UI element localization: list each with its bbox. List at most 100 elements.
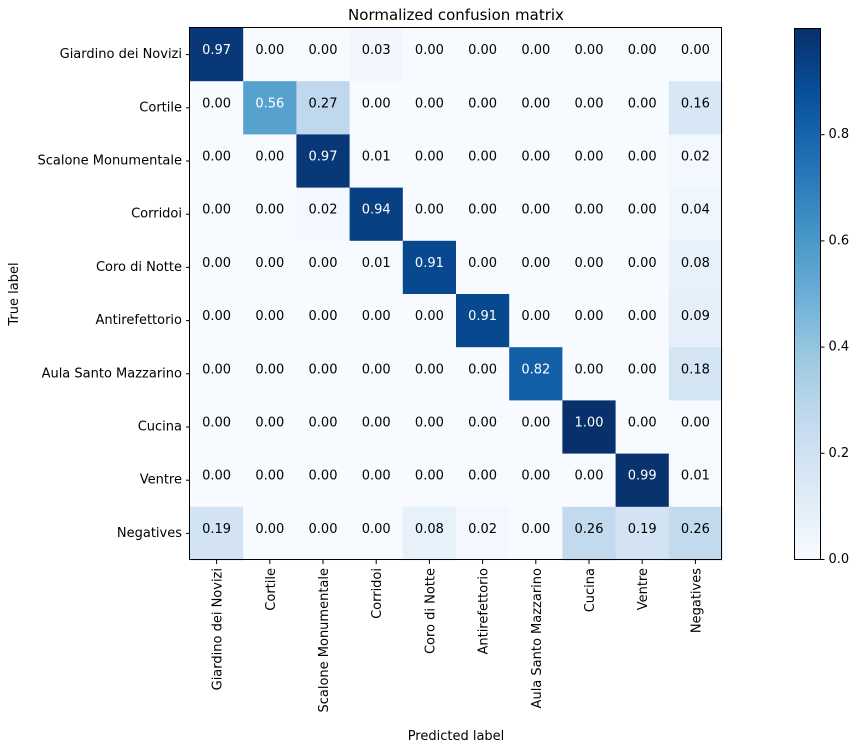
matrix-cell bbox=[243, 347, 297, 401]
y-tick-label: Giardino dei Novizi bbox=[60, 47, 182, 62]
plot-frame bbox=[189, 27, 722, 560]
cell-value-label: 0.00 bbox=[575, 309, 604, 324]
cell-value-label: 0.00 bbox=[202, 416, 231, 431]
matrix-cell bbox=[668, 240, 723, 295]
matrix-cell bbox=[456, 400, 510, 455]
matrix-cell bbox=[296, 294, 351, 348]
matrix-cell bbox=[402, 400, 457, 455]
matrix-cell bbox=[668, 347, 723, 401]
matrix-cell bbox=[296, 506, 351, 561]
matrix-cell bbox=[243, 400, 297, 455]
cell-value-label: 0.00 bbox=[468, 203, 497, 218]
y-tick-label: Coro di Notte bbox=[96, 260, 182, 275]
cell-value-label: 0.19 bbox=[628, 522, 657, 537]
cell-value-label: 0.00 bbox=[255, 256, 284, 271]
matrix-cell bbox=[456, 506, 510, 561]
y-tick-label: Aula Santo Mazzarino bbox=[42, 366, 182, 381]
cell-value-label: 0.00 bbox=[202, 150, 231, 165]
x-tick-label: Negatives bbox=[689, 568, 704, 633]
x-axis-label: Predicted label bbox=[408, 729, 505, 744]
cell-value-label: 0.00 bbox=[628, 416, 657, 431]
matrix-cell bbox=[615, 240, 670, 295]
matrix-cell bbox=[509, 506, 563, 561]
matrix-cell bbox=[562, 400, 617, 455]
matrix-cell bbox=[615, 453, 670, 508]
colorbar-tick-label: 0.8 bbox=[829, 127, 850, 142]
cell-value-label: 0.00 bbox=[575, 150, 604, 165]
y-tick-label: Ventre bbox=[140, 473, 182, 488]
matrix-cell bbox=[509, 347, 563, 401]
cell-value-label: 0.00 bbox=[628, 150, 657, 165]
cell-value-label: 0.00 bbox=[202, 96, 231, 111]
x-tick-label: Ventre bbox=[636, 568, 651, 610]
matrix-cell bbox=[190, 294, 244, 348]
cell-value-label: 0.00 bbox=[468, 362, 497, 377]
cell-value-label: 0.00 bbox=[575, 256, 604, 271]
cell-value-label: 0.26 bbox=[575, 522, 604, 537]
cell-value-label: 0.08 bbox=[415, 522, 444, 537]
cell-value-label: 0.04 bbox=[681, 203, 710, 218]
cell-value-label: 0.00 bbox=[415, 416, 444, 431]
matrix-cell bbox=[509, 81, 563, 135]
cell-value-label: 0.00 bbox=[521, 256, 550, 271]
matrix-cell bbox=[509, 294, 563, 348]
matrix-cell bbox=[243, 506, 297, 561]
cell-value-label: 0.00 bbox=[575, 43, 604, 58]
matrix-cell bbox=[190, 400, 244, 455]
cell-value-label: 0.19 bbox=[202, 522, 231, 537]
cell-value-label: 0.00 bbox=[202, 469, 231, 484]
matrix-cell bbox=[243, 187, 297, 242]
x-tick-label: Cortile bbox=[264, 568, 279, 611]
cell-value-label: 0.00 bbox=[309, 362, 338, 377]
cell-value-label: 0.02 bbox=[681, 150, 710, 165]
matrix-cell bbox=[668, 187, 723, 242]
matrix-cell bbox=[668, 81, 723, 135]
cell-value-label: 0.26 bbox=[681, 522, 710, 537]
matrix-cell bbox=[509, 453, 563, 508]
cell-value-labels: 0.97 0.00 0.00 0.03 0.00 0.00 0.00 0.00 0.00 0.00… bbox=[202, 43, 710, 537]
matrix-cell bbox=[562, 506, 617, 561]
cell-value-label: 0.01 bbox=[681, 469, 710, 484]
matrix-cell bbox=[456, 28, 510, 82]
cell-value-label: 0.16 bbox=[681, 96, 710, 111]
cell-value-label: 0.00 bbox=[309, 256, 338, 271]
matrix-cell bbox=[190, 187, 244, 242]
matrix-cell bbox=[456, 134, 510, 189]
cell-value-label: 0.00 bbox=[309, 43, 338, 58]
x-tick-label: Antirefettorio bbox=[477, 568, 492, 655]
cell-value-label: 0.94 bbox=[362, 203, 391, 218]
y-tick-label: Scalone Monumentale bbox=[37, 154, 182, 169]
cell-value-label: 0.56 bbox=[255, 96, 284, 111]
matrix-cell bbox=[509, 28, 563, 82]
cell-value-label: 0.00 bbox=[255, 43, 284, 58]
y-axis-label: True label bbox=[7, 262, 22, 326]
cell-value-label: 0.91 bbox=[468, 309, 497, 324]
colorbar bbox=[794, 28, 821, 560]
matrix-cell bbox=[615, 400, 670, 455]
colorbar-ticks: 0.0 0.2 0.4 0.6 0.8 bbox=[820, 127, 850, 567]
cell-value-label: 0.01 bbox=[362, 150, 391, 165]
matrix-cell bbox=[402, 240, 457, 295]
matrix-cell bbox=[243, 294, 297, 348]
colorbar-tick-label: 0.4 bbox=[829, 340, 850, 355]
matrix-cell bbox=[296, 81, 351, 135]
y-tick-label: Negatives bbox=[117, 526, 182, 541]
y-tick-label: Corridoi bbox=[131, 207, 182, 222]
matrix-cell bbox=[402, 187, 457, 242]
cell-value-label: 0.00 bbox=[575, 469, 604, 484]
matrix-cell bbox=[668, 400, 723, 455]
cell-value-label: 0.00 bbox=[468, 43, 497, 58]
cell-value-label: 0.00 bbox=[575, 96, 604, 111]
matrix-cell bbox=[190, 28, 244, 82]
cell-value-label: 0.00 bbox=[521, 522, 550, 537]
cell-value-label: 0.00 bbox=[521, 416, 550, 431]
cell-value-label: 0.00 bbox=[681, 416, 710, 431]
matrix-cell bbox=[562, 28, 617, 82]
matrix-cell bbox=[456, 240, 510, 295]
cell-value-label: 0.01 bbox=[362, 256, 391, 271]
cell-value-label: 0.00 bbox=[628, 96, 657, 111]
matrix-cell bbox=[243, 134, 297, 189]
cell-value-label: 0.00 bbox=[468, 96, 497, 111]
matrix-cell bbox=[668, 506, 723, 561]
